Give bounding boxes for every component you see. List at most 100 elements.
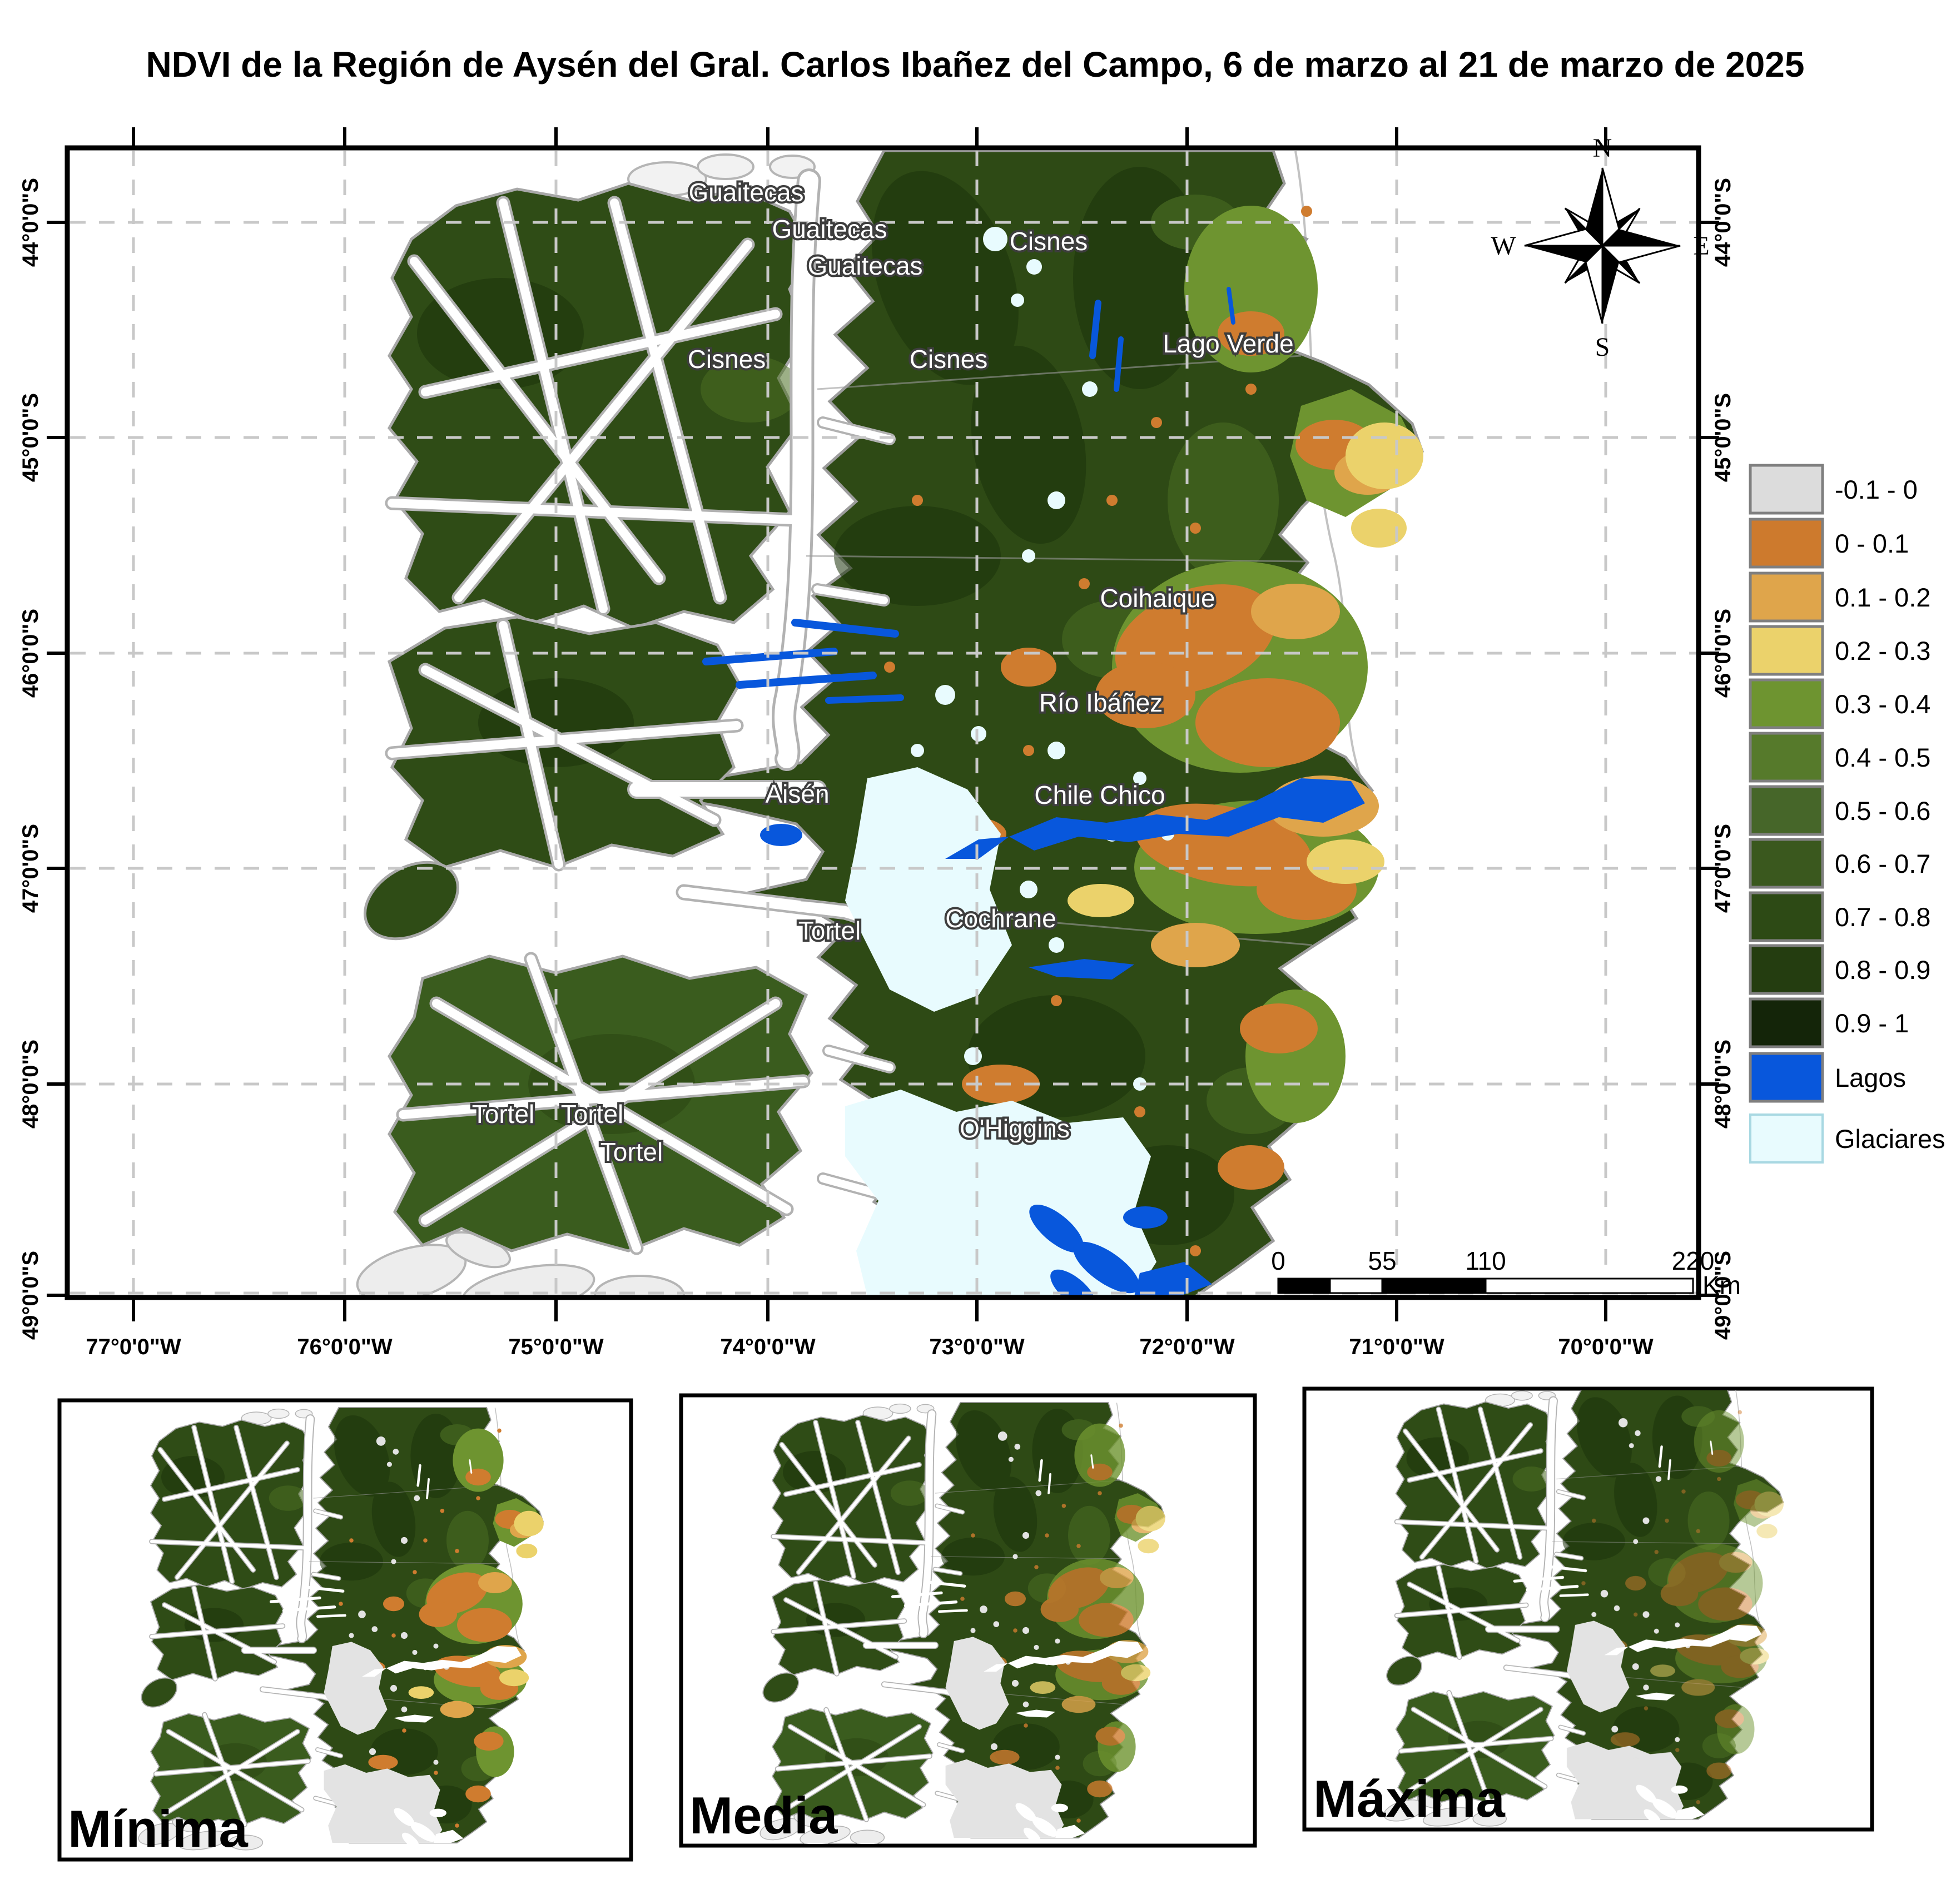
legend-entry: 0.3 - 0.4	[1749, 678, 1930, 729]
legend-swatch	[1749, 997, 1824, 1048]
scale-tick-0: 0	[1271, 1246, 1285, 1275]
legend-swatch	[1749, 464, 1824, 515]
legend-entry: 0.7 - 0.8	[1749, 891, 1930, 942]
compass-e-label: E	[1693, 231, 1709, 261]
y-axis-left-46s: 46°0'0"S	[18, 609, 43, 698]
panel-media-art	[758, 1403, 1165, 1848]
y-axis-labels-right: 44°0'0"S 45°0'0"S 46°0'0"S 47°0'0"S 48°0…	[1711, 178, 1735, 1340]
place-label-aisen: Aisén	[765, 779, 829, 808]
y-axis-right-44s: 44°0'0"S	[1711, 178, 1735, 267]
legend-lagos-label: Lagos	[1835, 1063, 1906, 1092]
panel-minima-art	[136, 1408, 544, 1853]
place-label-guaitecas-3: Guaitecas	[807, 251, 922, 280]
page-title: NDVI de la Región de Aysén del Gral. Car…	[146, 44, 1805, 84]
place-label-rio-ibanez: Río Ibáñez	[1039, 688, 1163, 717]
legend-swatch	[1749, 944, 1824, 995]
panel-media: Media	[679, 1393, 1257, 1848]
scale-unit-label: Km	[1702, 1271, 1741, 1300]
legend-swatch	[1749, 678, 1824, 729]
place-label-chile-chico: Chile Chico	[1034, 781, 1165, 809]
y-axis-right-47s: 47°0'0"S	[1711, 824, 1735, 913]
x-axis-label-76w: 76°0'0"W	[297, 1335, 392, 1359]
legend-entry: 0.4 - 0.5	[1749, 732, 1930, 783]
legend-entry: 0.9 - 1	[1749, 997, 1909, 1048]
y-axis-right-48s: 48°0'0"S	[1711, 1040, 1735, 1129]
compass-w-label: W	[1491, 231, 1516, 261]
place-label-guaitecas-1: Guaitecas	[688, 178, 803, 207]
legend-swatch	[1749, 518, 1824, 569]
legend-entry-lagos: Lagos	[1749, 1052, 1906, 1103]
scale-tick-110: 110	[1465, 1246, 1506, 1275]
legend-swatch-lagos	[1749, 1052, 1824, 1103]
x-axis-labels: 77°0'0"W 76°0'0"W 75°0'0"W 74°0'0"W 73°0…	[86, 1335, 1653, 1359]
main-map: Guaitecas Guaitecas Guaitecas Cisnes Lag…	[18, 127, 1741, 1359]
place-label-ohiggins: O'Higgins	[960, 1114, 1070, 1143]
legend-entry-label: 0.4 - 0.5	[1835, 743, 1930, 772]
compass-n-label: N	[1593, 133, 1612, 163]
legend-swatch	[1749, 571, 1824, 623]
graticule	[70, 151, 1696, 1295]
x-axis-label-77w: 77°0'0"W	[86, 1335, 181, 1359]
y-axis-labels-left: 44°0'0"S 45°0'0"S 46°0'0"S 47°0'0"S 48°0…	[18, 178, 43, 1340]
legend-swatch	[1749, 732, 1824, 783]
legend-entry-glaciares: Glaciares	[1749, 1113, 1945, 1164]
x-axis-label-72w: 72°0'0"W	[1139, 1335, 1234, 1359]
panel-maxima-label: Máxima	[1313, 1769, 1506, 1828]
legend-entry-label: 0.5 - 0.6	[1835, 796, 1930, 826]
legend-entry: -0.1 - 0	[1749, 464, 1918, 515]
place-label-cisnes-north: Cisnes	[1010, 227, 1088, 256]
y-axis-right-45s: 45°0'0"S	[1711, 393, 1735, 482]
scale-tick-55: 55	[1368, 1246, 1396, 1275]
legend-swatch	[1749, 891, 1824, 942]
y-axis-left-48s: 48°0'0"S	[18, 1040, 43, 1129]
legend-entry-label: -0.1 - 0	[1835, 475, 1918, 504]
scale-bar: 0 55 110 220 Km	[1271, 1246, 1741, 1300]
place-label-cisnes-center: Cisnes	[910, 345, 988, 374]
legend-swatch	[1749, 838, 1824, 889]
legend-glaciares-label: Glaciares	[1835, 1124, 1945, 1154]
legend-swatch	[1749, 785, 1824, 836]
place-label-guaitecas-2: Guaitecas	[772, 215, 887, 243]
legend-entry: 0.6 - 0.7	[1749, 838, 1930, 889]
y-axis-right-46s: 46°0'0"S	[1711, 609, 1735, 698]
compass-rose-icon: N E S W	[1491, 133, 1709, 362]
legend-entry-label: 0.9 - 1	[1835, 1008, 1909, 1038]
place-label-lago-verde: Lago Verde	[1163, 329, 1293, 358]
place-labels: Guaitecas Guaitecas Guaitecas Cisnes Lag…	[470, 176, 1296, 1169]
legend-entry-label: 0.6 - 0.7	[1835, 849, 1930, 878]
legend-entry: 0.8 - 0.9	[1749, 944, 1930, 995]
legend-entry-label: 0.8 - 0.9	[1835, 955, 1930, 985]
panel-minima: Mínima	[57, 1398, 633, 1862]
panel-media-label: Media	[689, 1786, 838, 1845]
place-label-tortel-sw-b: Tortel	[561, 1100, 623, 1129]
legend-entry: 0.2 - 0.3	[1749, 625, 1930, 676]
place-label-cochrane: Cochrane	[945, 904, 1056, 933]
axis-ticks	[47, 127, 1719, 1321]
y-axis-left-45s: 45°0'0"S	[18, 393, 43, 482]
place-label-tortel-sw-a: Tortel	[472, 1100, 534, 1129]
x-axis-label-74w: 74°0'0"W	[720, 1335, 815, 1359]
y-axis-right-49s: 49°0'0"S	[1711, 1251, 1735, 1340]
place-label-tortel-north: Tortel	[798, 916, 861, 945]
legend-entry-label: 0.2 - 0.3	[1835, 636, 1930, 665]
x-axis-label-73w: 73°0'0"W	[929, 1335, 1024, 1359]
y-axis-left-49s: 49°0'0"S	[18, 1251, 43, 1340]
place-label-coihaique: Coihaique	[1100, 584, 1215, 613]
legend: -0.1 - 0 0 - 0.1 0.1 - 0.2 0.2 - 0.3 0.3…	[1749, 464, 1945, 1164]
place-label-cisnes-west: Cisnes	[688, 345, 766, 374]
y-axis-left-44s: 44°0'0"S	[18, 178, 43, 267]
scale-tick-220: 220	[1672, 1246, 1715, 1275]
legend-entry: 0.5 - 0.6	[1749, 785, 1930, 836]
panel-minima-label: Mínima	[68, 1799, 249, 1858]
legend-entry-label: 0 - 0.1	[1835, 529, 1909, 558]
legend-entry-label: 0.7 - 0.8	[1835, 902, 1930, 932]
panel-maxima-art	[1382, 1390, 1784, 1830]
panel-maxima: Máxima	[1302, 1386, 1874, 1832]
legend-entry-label: 0.1 - 0.2	[1835, 583, 1930, 612]
main-map-art: Guaitecas Guaitecas Guaitecas Cisnes Lag…	[70, 151, 1696, 1295]
place-label-tortel-south: Tortel	[600, 1137, 663, 1166]
map-frame	[64, 145, 1701, 1300]
legend-swatch-glaciares	[1749, 1113, 1824, 1164]
x-axis-label-75w: 75°0'0"W	[508, 1335, 603, 1359]
